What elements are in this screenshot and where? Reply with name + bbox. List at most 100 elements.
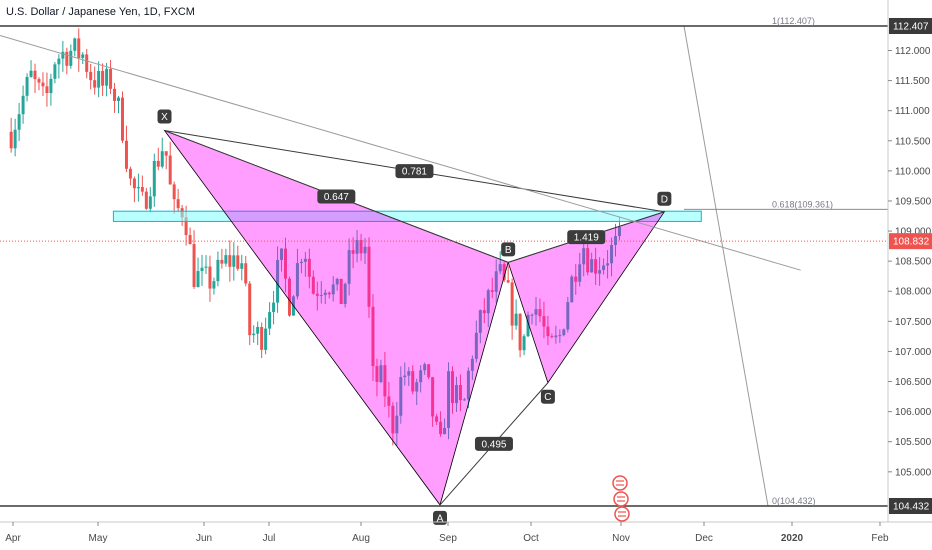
price-tick-label: 106.000 [895,407,932,418]
fib-trend-line [683,25,769,507]
candle-down [260,326,264,350]
candle-up [514,313,518,326]
candle-up [558,335,562,337]
candle-down [85,54,89,72]
time-tick-label: Apr [5,533,21,544]
candle-down [574,276,578,282]
candle-up [363,246,367,254]
candle-down [236,255,240,269]
candle-up [303,258,307,262]
candle-up [232,255,236,267]
candle-down [510,282,514,326]
candle-down [411,371,415,392]
candle-down [327,292,331,295]
candle-down [391,405,395,434]
fib-bottom-price-badge: 104.432 [893,502,930,513]
candle-down [244,263,248,284]
ratio-label: 0.781 [395,164,434,179]
time-tick-label: Oct [523,533,539,544]
candle-down [220,259,224,264]
candle-up [224,255,228,264]
time-tick-label: Dec [695,533,713,544]
candle-down [307,258,311,277]
candle-up [395,415,399,434]
tag-text: 0.781 [402,167,427,178]
candle-down [351,250,355,254]
ratio-label: 1.419 [567,230,606,245]
candle-up [355,239,359,254]
candle-up [399,377,403,416]
candle-down [538,309,542,317]
candle-down [144,191,148,209]
candle-up [478,310,482,333]
ratio-label: 0.647 [317,189,356,204]
candle-up [73,38,77,51]
candle-down [77,38,81,58]
candle-up [272,302,276,313]
candle-up [200,267,204,272]
candle-down [89,71,93,81]
price-tick-label: 105.500 [895,437,932,448]
tag-text: D [661,194,668,205]
time-tick-label: Nov [612,533,630,544]
candle-up [554,335,558,338]
candle-up [61,51,65,59]
tag-box [395,164,434,179]
candle-up [268,312,272,329]
candle-up [347,250,351,284]
time-tick-label: Feb [871,533,889,544]
candle-down [594,259,598,274]
price-axis[interactable]: 112.000 111.500 111.000 110.500 110.000 109.5… [887,0,932,522]
event-icons [612,475,630,522]
candle-down [458,385,462,401]
candle-up [335,278,339,285]
candle-down [367,246,371,307]
candle-up [470,358,474,371]
fib-level-label: 1(112.407) [772,16,815,26]
candle-up [454,385,458,404]
candle-down [65,51,69,66]
time-axis[interactable]: Apr May Jun Jul Aug Sep Oct Nov Dec 2020 Feb [0,521,932,544]
candle-up [17,114,21,130]
candle-up [256,326,260,334]
fib-level-label: 0(104.432) [772,496,816,506]
candle-up [152,160,156,197]
candle-down [542,316,546,327]
candle-down [490,290,494,292]
tag-box [474,436,513,451]
candle-up [590,259,594,273]
candle-up [57,58,61,65]
candle-up [530,314,534,316]
candle-up [331,284,335,295]
pattern-labels: X A B C D 0.647 0.781 0.495 1.419 [157,109,672,525]
tag-text: A [437,513,444,524]
tag-box [157,109,172,124]
candlestick-series [9,28,621,446]
trend-line [0,34,801,271]
candle-down [9,131,13,149]
tag-text: 0.495 [481,439,506,450]
candle-up [462,399,466,401]
tag-box [540,389,555,404]
time-tick-label: Sep [439,533,457,544]
candle-down [33,70,37,80]
tag-text: B [505,245,512,256]
candle-up [264,328,268,350]
price-tick-label: 109.000 [895,227,932,238]
candle-up [160,151,164,167]
candle-up [299,261,303,264]
candle-up [606,263,610,266]
candle-down [586,248,590,273]
candle-down [208,266,212,289]
candle-up [319,295,323,297]
candle-up [21,95,25,115]
candle-up [216,259,220,282]
candle-down [188,235,192,245]
candle-up [252,333,256,336]
candle-up [379,365,383,382]
tag-box [317,189,356,204]
candle-down [439,421,443,435]
last-price-badge-bg [889,233,932,250]
price-tick-label: 107.500 [895,317,932,328]
